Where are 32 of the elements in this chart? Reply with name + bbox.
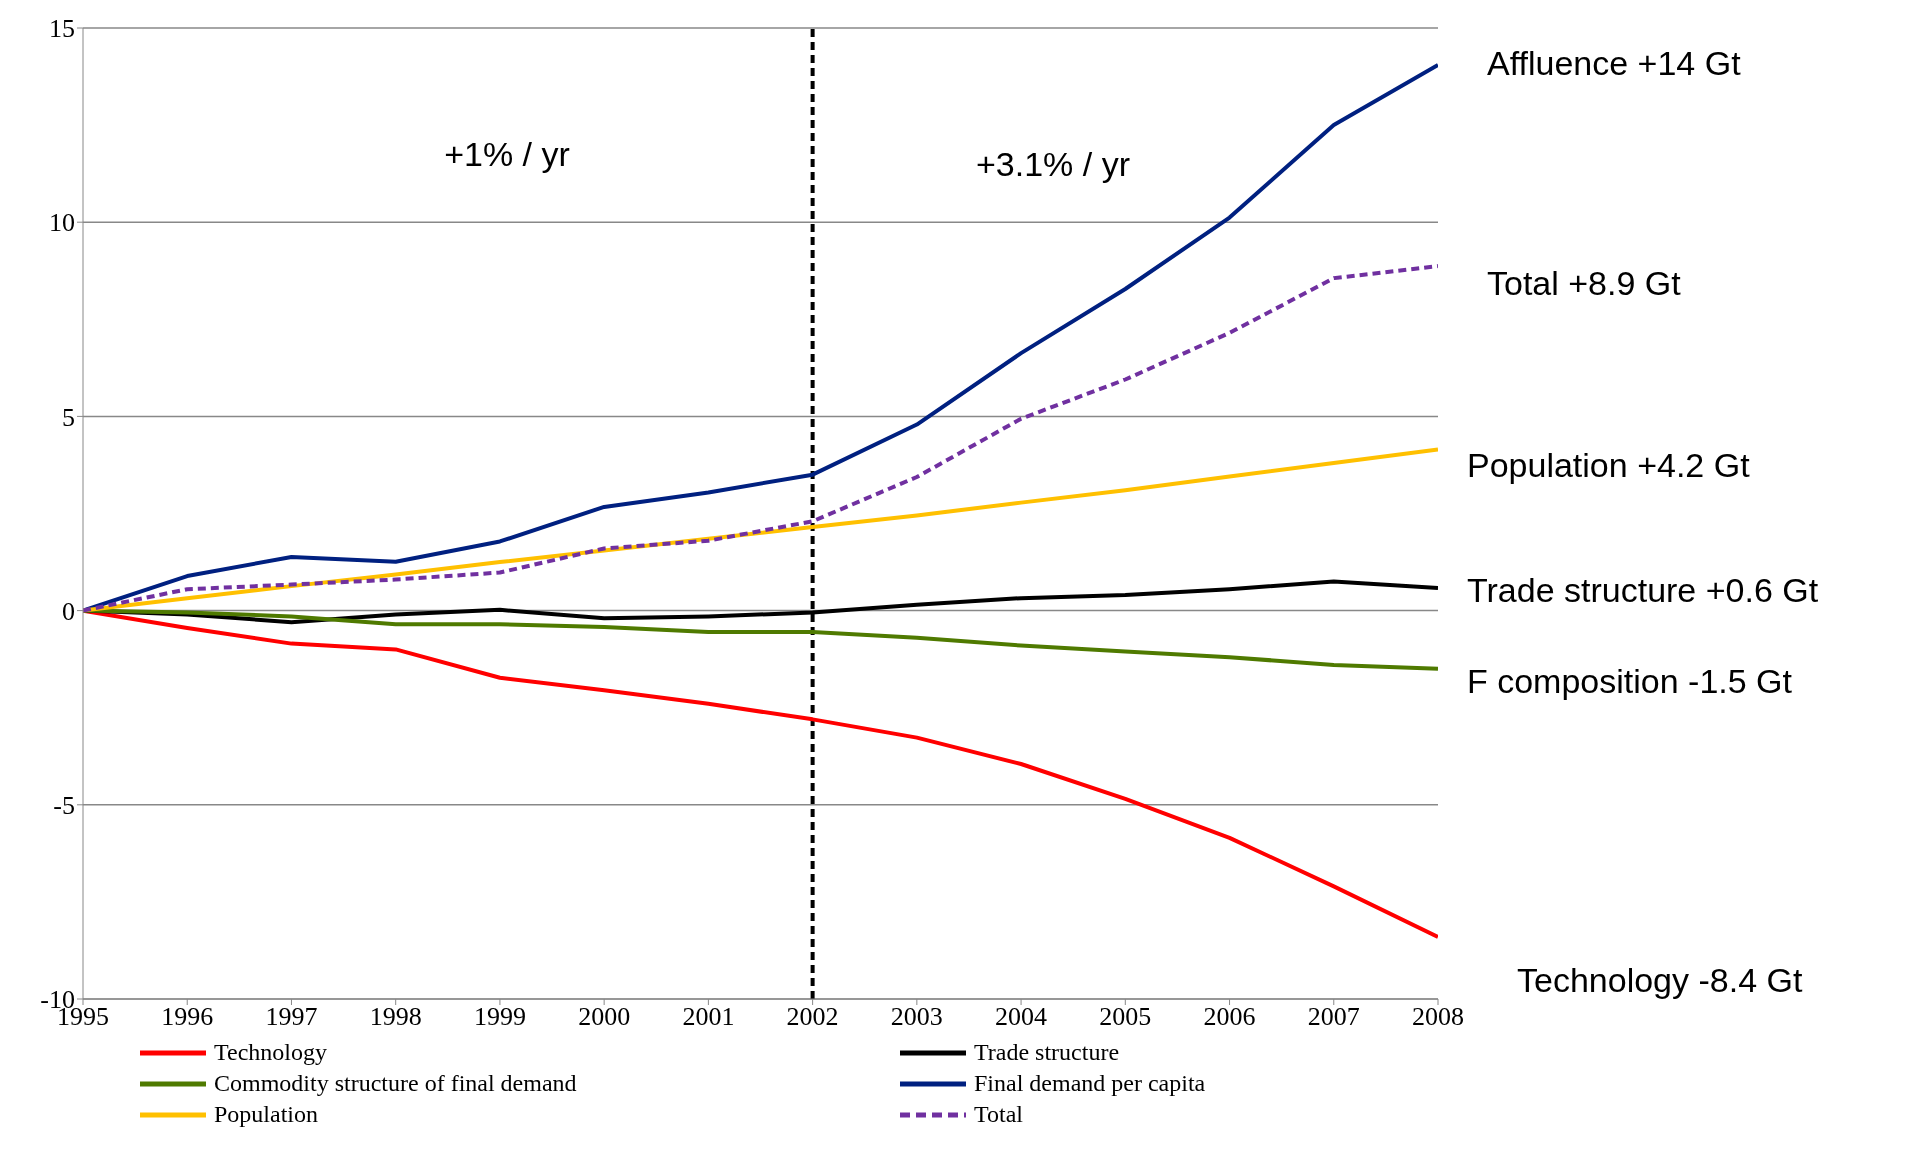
annotation: +1% / yr <box>444 134 570 174</box>
legend-label: Final demand per capita <box>974 1070 1206 1097</box>
annotation: +3.1% / yr <box>975 144 1131 184</box>
legend-label: Technology <box>214 1039 327 1066</box>
x-tick-label: 2005 <box>1099 1002 1152 1032</box>
text: Total +8.9 Gt <box>1487 263 1681 303</box>
legend-label: Total <box>974 1101 1023 1128</box>
x-tick-label: 2008 <box>1412 1002 1464 1032</box>
x-tick-label: 1996 <box>161 1002 214 1032</box>
x-tick-label: 1998 <box>369 1002 422 1032</box>
x-tick-label: 2006 <box>1203 1002 1256 1032</box>
y-tick-label: 10 <box>49 208 75 238</box>
x-tick-label: 2001 <box>682 1002 735 1032</box>
y-tick-label: 0 <box>62 596 75 626</box>
text: F composition -1.5 Gt <box>1467 661 1793 701</box>
x-tick-label: 1999 <box>473 1002 526 1032</box>
x-tick-label: 2000 <box>578 1002 631 1032</box>
text: Population +4.2 Gt <box>1467 445 1750 485</box>
x-tick-label: 1997 <box>265 1002 318 1032</box>
text: Trade structure +0.6 Gt <box>1467 570 1819 610</box>
text: Affluence +14 Gt <box>1487 43 1741 83</box>
legend-label: Population <box>214 1101 319 1128</box>
x-tick-label: 2002 <box>786 1002 839 1032</box>
y-tick-label: 5 <box>62 402 75 432</box>
legend-label: Commodity structure of final demand <box>214 1070 577 1097</box>
text: Technology -8.4 Gt <box>1517 960 1803 1000</box>
y-tick-label: -5 <box>53 791 75 821</box>
x-tick-label: 2004 <box>995 1002 1048 1032</box>
x-tick-label: 2007 <box>1307 1002 1360 1032</box>
legend-label: Trade structure <box>974 1039 1120 1066</box>
y-tick-label: 15 <box>49 14 75 44</box>
x-tick-label: 2003 <box>890 1002 943 1032</box>
